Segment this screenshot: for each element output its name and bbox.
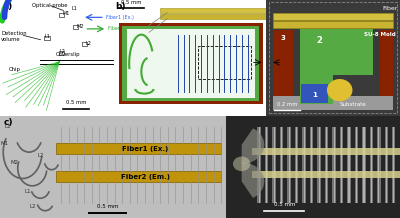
Bar [122,26,259,101]
Text: Optical probe: Optical probe [32,3,68,9]
Bar [356,127,357,203]
Bar [59,13,64,17]
Bar [377,127,380,203]
Text: 0.5 mm: 0.5 mm [274,202,295,207]
Bar [274,127,275,203]
Bar [122,26,259,33]
Text: M2: M2 [10,160,18,165]
Bar [300,29,373,75]
Text: 2: 2 [317,36,322,45]
Text: 3: 3 [280,35,285,41]
Bar [280,127,283,203]
Bar [340,127,343,203]
Bar [273,30,293,104]
Text: L1: L1 [45,34,51,39]
Text: M1: M1 [63,11,70,16]
Bar [59,51,64,55]
Circle shape [233,157,250,171]
Text: 0.2 mm: 0.2 mm [276,102,297,107]
Wedge shape [242,162,264,198]
Bar [301,84,328,103]
Text: Detection
volume: Detection volume [1,31,27,42]
Bar [380,30,393,104]
Text: L2: L2 [60,49,66,54]
Bar [311,127,312,203]
Bar [378,127,380,203]
Bar [73,25,78,29]
Bar [317,127,321,203]
Text: Fiber2 (Em.): Fiber2 (Em.) [108,26,138,31]
Text: M1: M1 [1,141,9,146]
Bar [259,127,260,203]
Circle shape [328,80,352,100]
Text: Fiber2 (Em.): Fiber2 (Em.) [121,174,170,180]
Bar [118,23,263,104]
Bar [326,127,327,203]
Bar [82,42,87,46]
Text: Coverslip: Coverslip [56,52,81,57]
Bar [296,127,297,203]
Bar [302,127,306,203]
Bar [127,29,255,98]
Bar [257,127,261,203]
Text: c): c) [3,118,13,128]
Bar [300,72,333,104]
Bar [122,94,259,101]
Bar [304,127,305,203]
Text: 0.5 mm: 0.5 mm [96,204,118,209]
Bar [393,127,394,203]
Bar [371,127,372,203]
Text: b): b) [116,2,126,11]
Bar [160,14,266,19]
Bar [348,127,350,203]
Bar [362,127,366,203]
Text: Substrate: Substrate [340,102,366,107]
Bar [198,46,251,78]
Bar [56,171,221,182]
Text: 0.5 mm: 0.5 mm [66,100,86,105]
Bar [272,127,276,203]
Bar [384,127,388,203]
Text: L2: L2 [86,41,91,46]
Text: SU-8 Mold: SU-8 Mold [364,32,396,37]
Text: L1: L1 [24,189,31,194]
Bar [252,171,400,179]
Bar [287,127,291,203]
Bar [370,127,373,203]
Bar [325,127,328,203]
Text: L1: L1 [5,124,11,129]
Bar [281,127,282,203]
Bar [347,127,350,203]
Text: Fiber1 (Ex.): Fiber1 (Ex.) [122,146,168,152]
Text: Fiber: Fiber [382,6,397,11]
Text: 1: 1 [312,92,317,98]
Bar [354,127,358,203]
Text: L2: L2 [29,204,36,209]
Text: L2: L2 [37,153,44,158]
Bar [341,127,342,203]
Bar [273,21,393,28]
Bar [44,36,50,41]
Bar [56,143,221,154]
Bar [266,127,267,203]
Bar [392,127,396,203]
Bar [310,127,313,203]
Text: Chip: Chip [9,67,21,72]
Bar [252,148,400,155]
Bar [318,127,320,203]
Text: Fiber1 (Ex.): Fiber1 (Ex.) [106,15,134,20]
Bar [386,127,387,203]
Bar [160,8,266,13]
Text: 0.5 mm: 0.5 mm [121,0,142,5]
Wedge shape [242,128,264,164]
Bar [273,96,393,110]
Text: a): a) [2,2,12,11]
Text: L1: L1 [71,6,77,11]
Bar [332,127,336,203]
Bar [295,127,298,203]
Text: M2: M2 [76,24,84,29]
Bar [265,127,268,203]
Bar [289,127,290,203]
Bar [273,13,393,20]
